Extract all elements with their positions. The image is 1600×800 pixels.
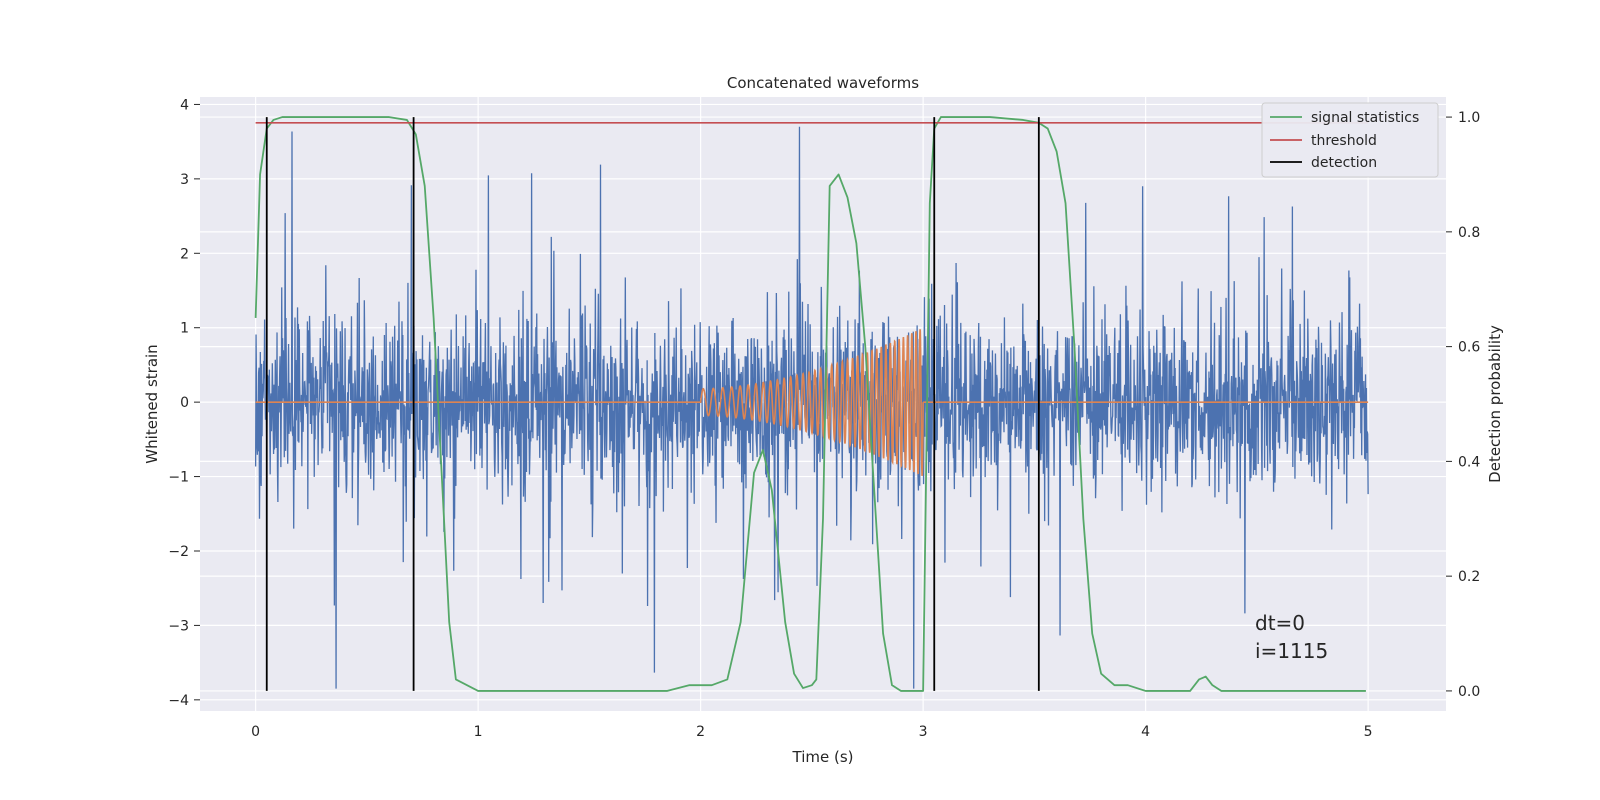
- legend-frame: [1261, 102, 1439, 178]
- y2-tick-label: 0.4: [1458, 454, 1480, 470]
- y-tick-label: 2: [180, 246, 189, 262]
- y2-axis-label: Detection probability: [1486, 325, 1504, 483]
- legend-label-detection: detection: [1311, 155, 1377, 171]
- y-tick-label: −4: [168, 693, 189, 709]
- y-tick-label: 3: [180, 172, 189, 188]
- y2-tick-label: 0.6: [1458, 340, 1480, 356]
- legend-label-threshold: threshold: [1311, 133, 1377, 149]
- y-axis-label: Whitened strain: [143, 344, 161, 463]
- y2-tick-label: 0.0: [1458, 684, 1480, 700]
- y2-tick-label: 0.8: [1458, 225, 1480, 241]
- x-tick-label: 3: [919, 724, 928, 740]
- chart-title: Concatenated waveforms: [727, 74, 919, 92]
- plot-area: [254, 116, 1369, 692]
- y-tick-label: 4: [180, 97, 189, 113]
- x-tick-label: 0: [251, 724, 260, 740]
- y-tick-label: −2: [168, 544, 189, 560]
- annotation-box: dt=0 i=1115: [1255, 611, 1328, 663]
- x-tick-label: 4: [1141, 724, 1150, 740]
- annotation-i: i=1115: [1255, 639, 1328, 663]
- x-tick-label: 1: [474, 724, 483, 740]
- y2-tick-label: 0.2: [1458, 569, 1480, 585]
- axis-ticks: 0 1 2 3 4 5 −4 −3 −2 −1 0 1 2 3 4 0.0 0.2 0.4 0.6 0.8 1.0: [168, 97, 1480, 740]
- legend: signal statistics threshold detection: [1261, 102, 1439, 178]
- x-axis-label: Time (s): [792, 748, 854, 766]
- x-tick-label: 5: [1364, 724, 1373, 740]
- signal-statistics-line: [254, 116, 1366, 692]
- y-tick-label: 0: [180, 395, 189, 411]
- y-tick-label: −1: [168, 470, 189, 486]
- template-series-line: [255, 329, 1369, 476]
- annotation-dt: dt=0: [1255, 611, 1305, 635]
- y-tick-label: −3: [168, 618, 189, 634]
- y2-tick-label: 1.0: [1458, 110, 1480, 126]
- legend-label-signal-statistics: signal statistics: [1311, 110, 1419, 126]
- y-tick-label: 1: [180, 321, 189, 337]
- x-tick-label: 2: [696, 724, 705, 740]
